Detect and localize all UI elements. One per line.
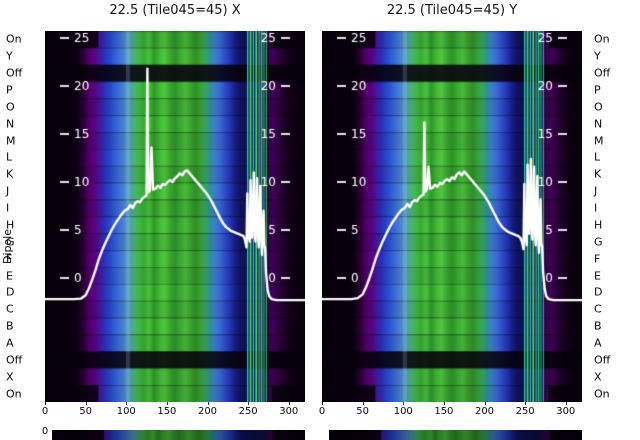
partial-next-plot-strip-y	[329, 430, 582, 440]
x-tick-mark	[362, 402, 364, 405]
x-tick-label: 150	[157, 406, 177, 417]
row-label: I	[6, 201, 10, 215]
row-label: B	[6, 319, 14, 333]
x-tick-label: 0	[318, 406, 326, 417]
x-tick-mark	[443, 402, 445, 405]
x-tick-label: 50	[79, 406, 92, 417]
x-tick-label: 0	[41, 406, 49, 417]
row-label: G	[6, 235, 15, 249]
x-tick-label: 300	[556, 406, 576, 417]
x-tick-label: 100	[393, 406, 413, 417]
row-label: H	[594, 218, 603, 232]
row-label: G	[594, 235, 603, 249]
row-label: K	[6, 167, 14, 181]
row-label: I	[594, 201, 598, 215]
x-tick-label: 200	[197, 406, 218, 417]
x-tick-mark	[565, 402, 567, 405]
partial-tick-label: 0	[41, 426, 49, 437]
x-tick-label: 150	[434, 406, 454, 417]
row-label: On	[594, 387, 610, 401]
row-label: N	[594, 117, 603, 131]
row-label: C	[6, 302, 14, 316]
row-label: A	[6, 336, 14, 350]
partial-next-plot-strip-x	[52, 430, 305, 440]
row-label: A	[594, 336, 602, 350]
row-label: Y	[594, 49, 601, 63]
x-tick-mark	[525, 402, 527, 405]
row-label: E	[6, 269, 13, 283]
row-label: P	[594, 83, 601, 97]
x-tick-mark	[248, 402, 250, 405]
row-label: B	[594, 319, 602, 333]
x-tick-label: 50	[356, 406, 369, 417]
heatmap-plot-y	[322, 31, 582, 402]
row-label: O	[6, 100, 15, 114]
plot-title-y: 22.5 (Tile045=45) Y	[386, 3, 518, 18]
row-label: X	[594, 370, 602, 384]
row-label: Off	[594, 353, 611, 367]
row-label: J	[594, 184, 598, 198]
row-label: F	[6, 252, 13, 266]
row-label: Off	[594, 66, 611, 80]
x-tick-mark	[403, 402, 405, 405]
x-tick-mark	[85, 402, 87, 405]
row-label: On	[6, 387, 22, 401]
row-label: O	[594, 100, 603, 114]
row-label: L	[6, 150, 13, 164]
row-label: N	[6, 117, 15, 131]
x-tick-mark	[45, 402, 46, 405]
x-tick-mark	[288, 402, 290, 405]
row-label: M	[6, 134, 16, 148]
plot-title-x: 22.5 (Tile045=45) X	[109, 3, 241, 18]
x-tick-mark	[207, 402, 209, 405]
row-label: J	[6, 184, 10, 198]
row-label: D	[6, 285, 15, 299]
x-tick-mark	[322, 402, 323, 405]
row-label: L	[594, 150, 601, 164]
heatmap-plot-x	[45, 31, 305, 402]
row-label: C	[594, 302, 602, 316]
row-label: On	[594, 32, 610, 46]
row-label: E	[594, 269, 601, 283]
x-tick-mark	[166, 402, 168, 405]
x-tick-label: 100	[116, 406, 136, 417]
x-tick-label: 250	[238, 406, 258, 417]
row-label: Off	[6, 353, 23, 367]
row-label: F	[594, 252, 601, 266]
row-label: K	[594, 167, 602, 181]
x-tick-label: 250	[515, 406, 535, 417]
x-tick-label: 300	[279, 406, 299, 417]
row-label: P	[6, 83, 13, 97]
row-label: H	[6, 218, 15, 232]
x-tick-mark	[484, 402, 486, 405]
row-label: M	[594, 134, 604, 148]
row-label: Y	[6, 49, 13, 63]
row-labels-right: On Y Off P O N M L K J I H G F E D C B A Off X On	[594, 0, 638, 440]
row-labels-left: On Y Off P O N M L K J I H G F E D C B A Off X On	[6, 0, 42, 440]
row-label: X	[6, 370, 14, 384]
x-tick-mark	[126, 402, 128, 405]
row-label: On	[6, 32, 22, 46]
row-label: Off	[6, 66, 23, 80]
row-label: D	[594, 285, 603, 299]
x-tick-label: 200	[474, 406, 495, 417]
